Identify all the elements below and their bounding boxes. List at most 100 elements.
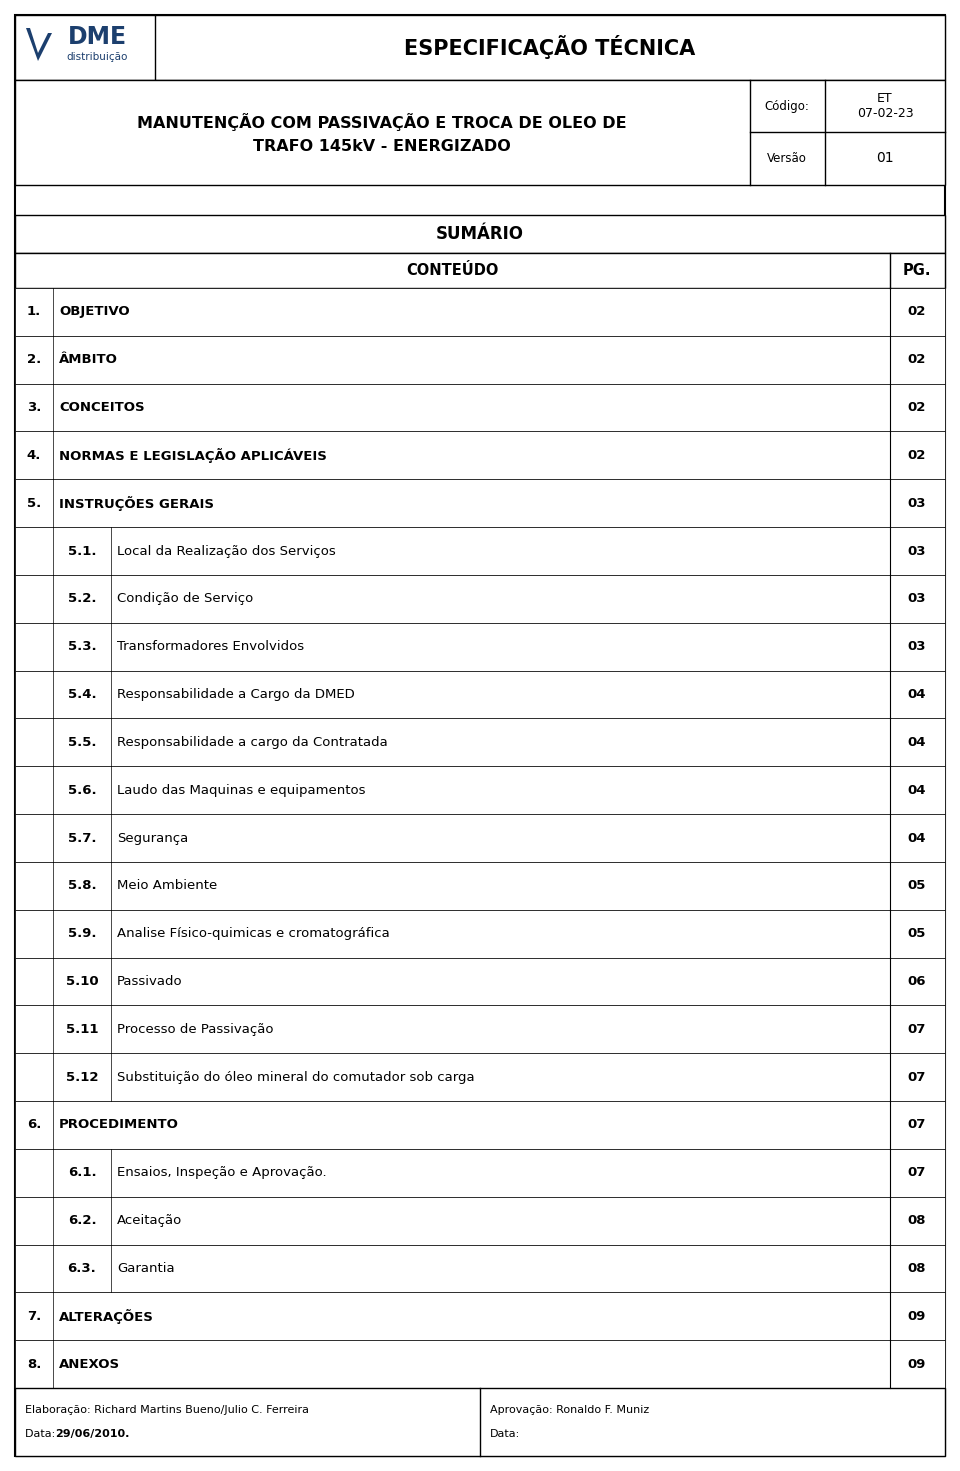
Text: 5.1.: 5.1. (68, 544, 96, 558)
Text: 5.10: 5.10 (65, 975, 98, 989)
Text: Local da Realização dos Serviços: Local da Realização dos Serviços (117, 544, 336, 558)
Text: 09: 09 (908, 1309, 926, 1322)
Text: DME: DME (67, 25, 127, 49)
Bar (15, 527, 945, 575)
Text: 03: 03 (908, 497, 926, 510)
Bar (15, 15, 945, 79)
Text: Elaboração: Richard Martins Bueno/Julio C. Ferreira: Elaboração: Richard Martins Bueno/Julio … (25, 1405, 309, 1415)
Text: 7.: 7. (27, 1309, 41, 1322)
Text: CONTEÚDO: CONTEÚDO (406, 262, 498, 278)
Text: ÂMBITO: ÂMBITO (59, 353, 118, 366)
Text: 8.: 8. (27, 1358, 41, 1371)
Text: Garantia: Garantia (117, 1262, 175, 1275)
Text: 5.5.: 5.5. (68, 736, 96, 749)
Text: Substituição do óleo mineral do comutador sob carga: Substituição do óleo mineral do comutado… (117, 1071, 474, 1084)
Bar (15, 1340, 945, 1389)
Text: 06: 06 (908, 975, 926, 989)
Bar (15, 909, 945, 958)
Text: Versão: Versão (767, 152, 807, 165)
Text: distribuição: distribuição (66, 51, 128, 62)
Bar (15, 1053, 945, 1100)
Text: 3.: 3. (27, 402, 41, 413)
Text: 07: 07 (908, 1071, 926, 1084)
Text: Condição de Serviço: Condição de Serviço (117, 593, 253, 606)
Text: 5.8.: 5.8. (68, 880, 96, 893)
Text: 07: 07 (908, 1022, 926, 1036)
Text: Ensaios, Inspeção e Aprovação.: Ensaios, Inspeção e Aprovação. (117, 1167, 326, 1180)
Text: 08: 08 (908, 1262, 926, 1275)
Text: 2.: 2. (27, 353, 41, 366)
Text: 5.6.: 5.6. (68, 784, 96, 797)
Text: 05: 05 (908, 880, 926, 893)
Text: Código:: Código: (764, 100, 809, 112)
Text: 02: 02 (908, 306, 926, 318)
Text: 02: 02 (908, 449, 926, 462)
Text: 4.: 4. (27, 449, 41, 462)
Text: Laudo das Maquinas e equipamentos: Laudo das Maquinas e equipamentos (117, 784, 366, 797)
Bar (15, 1149, 945, 1197)
Bar (15, 575, 945, 622)
Bar (15, 813, 945, 862)
Text: 02: 02 (908, 353, 926, 366)
Bar (15, 335, 945, 384)
Text: 5.7.: 5.7. (68, 831, 96, 844)
Text: 5.2.: 5.2. (68, 593, 96, 606)
Text: 6.2.: 6.2. (68, 1214, 96, 1227)
Text: Data:: Data: (490, 1430, 520, 1439)
Text: 03: 03 (908, 544, 926, 558)
Bar (15, 1100, 945, 1149)
Text: SUMÁRIO: SUMÁRIO (436, 225, 524, 243)
Text: 5.9.: 5.9. (68, 927, 96, 940)
Bar (15, 431, 945, 480)
Text: 04: 04 (908, 831, 926, 844)
Text: 05: 05 (908, 927, 926, 940)
Bar (15, 1005, 945, 1053)
Text: TRAFO 145kV - ENERGIZADO: TRAFO 145kV - ENERGIZADO (253, 138, 511, 153)
Bar (15, 15, 155, 79)
Text: 5.12: 5.12 (65, 1071, 98, 1084)
Text: 6.1.: 6.1. (68, 1167, 96, 1180)
Text: 02: 02 (908, 402, 926, 413)
Bar (15, 622, 945, 671)
Bar (15, 862, 945, 909)
Text: Responsabilidade a cargo da Contratada: Responsabilidade a cargo da Contratada (117, 736, 388, 749)
Text: Processo de Passivação: Processo de Passivação (117, 1022, 274, 1036)
Text: CONCEITOS: CONCEITOS (59, 402, 145, 413)
Bar (15, 958, 945, 1005)
Text: OBJETIVO: OBJETIVO (59, 306, 130, 318)
Text: 01: 01 (876, 152, 894, 165)
Text: ANEXOS: ANEXOS (59, 1358, 120, 1371)
Bar (15, 1244, 945, 1293)
Text: 04: 04 (908, 736, 926, 749)
Text: 04: 04 (908, 688, 926, 702)
Text: 6.3.: 6.3. (67, 1262, 96, 1275)
Text: 5.11: 5.11 (65, 1022, 98, 1036)
Bar (15, 288, 945, 335)
Bar (15, 79, 945, 185)
Text: Aceitação: Aceitação (117, 1214, 182, 1227)
Text: 09: 09 (908, 1358, 926, 1371)
Bar (15, 1389, 945, 1456)
Text: 5.3.: 5.3. (68, 640, 96, 653)
Bar (15, 1197, 945, 1244)
Polygon shape (26, 28, 52, 60)
Text: PROCEDIMENTO: PROCEDIMENTO (59, 1118, 179, 1131)
Text: Responsabilidade a Cargo da DMED: Responsabilidade a Cargo da DMED (117, 688, 355, 702)
Bar (15, 766, 945, 813)
Bar (15, 718, 945, 766)
Text: Data:: Data: (25, 1430, 59, 1439)
Bar (15, 215, 945, 253)
Text: 6.: 6. (27, 1118, 41, 1131)
Text: MANUTENÇÃO COM PASSIVAÇÃO E TROCA DE OLEO DE: MANUTENÇÃO COM PASSIVAÇÃO E TROCA DE OLE… (137, 113, 627, 131)
Text: Passivado: Passivado (117, 975, 182, 989)
Text: 07: 07 (908, 1118, 926, 1131)
Text: 29/06/2010.: 29/06/2010. (55, 1430, 130, 1439)
Text: Transformadores Envolvidos: Transformadores Envolvidos (117, 640, 304, 653)
Text: 5.4.: 5.4. (68, 688, 96, 702)
Text: 03: 03 (908, 640, 926, 653)
Text: Analise Físico-quimicas e cromatográfica: Analise Físico-quimicas e cromatográfica (117, 927, 390, 940)
Bar (15, 1293, 945, 1340)
Text: 5.: 5. (27, 497, 41, 510)
Text: Aprovação: Ronaldo F. Muniz: Aprovação: Ronaldo F. Muniz (490, 1405, 649, 1415)
Text: 03: 03 (908, 593, 926, 606)
